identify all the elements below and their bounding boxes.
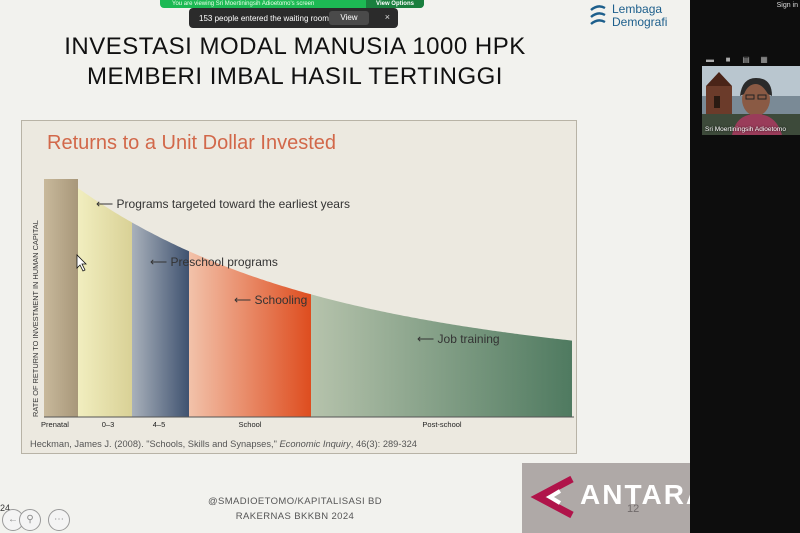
zoom-icon[interactable]: ⚲ bbox=[19, 509, 41, 531]
citation-journal: Economic Inquiry bbox=[279, 439, 352, 449]
logo-line-1: Lembaga bbox=[612, 2, 663, 16]
logo-text: Lembaga Demografi bbox=[612, 3, 667, 29]
participant-video-frame bbox=[702, 66, 800, 135]
footer-line-1: @SMADIOETOMO/KAPITALISASI BD bbox=[207, 496, 383, 507]
band-age-4-5 bbox=[132, 222, 189, 417]
presentation-slide: Lembaga Demografi INVESTASI MODAL MANUSI… bbox=[0, 0, 690, 533]
x-tick-label: 0–3 bbox=[102, 420, 115, 429]
participant-name-label: Sri Moertiningsih Adioetomo bbox=[705, 126, 786, 133]
gallery-view-toggles: ▬ ■ ▤ ▦ bbox=[704, 56, 784, 66]
slide-title-line-1: INVESTASI MODAL MANUSIA 1000 HPK bbox=[64, 33, 526, 60]
waiting-room-text: 153 people entered the waiting room bbox=[199, 14, 329, 23]
x-tick-label: School bbox=[239, 420, 262, 429]
logo-line-2: Demografi bbox=[612, 15, 668, 29]
band-post-school bbox=[311, 294, 572, 417]
close-icon[interactable]: × bbox=[384, 12, 390, 22]
y-axis-label: RATE OF RETURN TO INVESTMENT IN HUMAN CA… bbox=[31, 220, 40, 417]
heckman-curve-chart: Returns to a Unit Dollar Invested RATE O… bbox=[30, 132, 574, 449]
x-tick-label: 4–5 bbox=[153, 420, 166, 429]
participant-video-tile[interactable]: Sri Moertiningsih Adioetomo bbox=[702, 66, 800, 135]
more-options-icon[interactable]: ⋯ bbox=[48, 509, 70, 531]
lembaga-demografi-logo: Lembaga Demografi bbox=[588, 2, 684, 30]
sign-in-link[interactable]: Sign in bbox=[776, 2, 798, 9]
screen-share-banner-text: You are viewing Sri Moertiningsih Adioet… bbox=[172, 1, 315, 7]
view-waiting-room-button[interactable]: View bbox=[329, 11, 369, 25]
chart-annotation: ⟵ Preschool programs bbox=[150, 255, 278, 269]
band-school bbox=[189, 251, 311, 417]
band-prenatal bbox=[44, 179, 78, 417]
chart-citation: Heckman, James J. (2008). "Schools, Skil… bbox=[30, 439, 417, 449]
speaker-view-icon[interactable]: ■ bbox=[725, 55, 731, 64]
x-tick-label: Post-school bbox=[422, 420, 462, 429]
bottom-left-number: 24 bbox=[0, 503, 11, 513]
footer-line-2: RAKERNAS BKKBN 2024 bbox=[235, 511, 355, 522]
screen-share-banner: You are viewing Sri Moertiningsih Adioet… bbox=[160, 0, 424, 8]
strip-view-icon[interactable]: ▤ bbox=[742, 55, 750, 64]
view-options-button[interactable]: View Options bbox=[366, 0, 424, 8]
lembaga-demografi-mark-icon bbox=[590, 5, 606, 25]
slide-footer: @SMADIOETOMO/KAPITALISASI BD RAKERNAS BK… bbox=[180, 494, 410, 524]
chart-title: Returns to a Unit Dollar Invested bbox=[47, 132, 336, 154]
chart-annotation: ⟵ Schooling bbox=[234, 293, 307, 307]
slide-title: INVESTASI MODAL MANUSIA 1000 HPK MEMBERI… bbox=[30, 32, 560, 92]
chart-annotation: ⟵ Job training bbox=[417, 332, 500, 346]
waiting-room-notification: 153 people entered the waiting room View… bbox=[189, 8, 398, 28]
gallery-view-icon[interactable]: ▦ bbox=[760, 55, 768, 64]
heckman-curve-figure: Returns to a Unit Dollar Invested RATE O… bbox=[21, 120, 577, 454]
mouse-cursor-icon bbox=[76, 254, 87, 272]
x-tick-label: Prenatal bbox=[41, 420, 69, 429]
antara-text: ANTARA bbox=[580, 479, 709, 510]
citation-prefix: Heckman, James J. (2008). "Schools, Skil… bbox=[30, 439, 277, 449]
minimize-icon[interactable]: ▬ bbox=[706, 55, 714, 64]
antara-logo-icon bbox=[530, 475, 574, 519]
band-age-0-3 bbox=[78, 188, 132, 417]
citation-suffix: , 46(3): 289-324 bbox=[351, 439, 417, 449]
chart-annotation: ⟵ Programs targeted toward the earliest … bbox=[96, 197, 350, 211]
slide-title-line-2: MEMBERI IMBAL HASIL TERTINGGI bbox=[87, 63, 503, 90]
